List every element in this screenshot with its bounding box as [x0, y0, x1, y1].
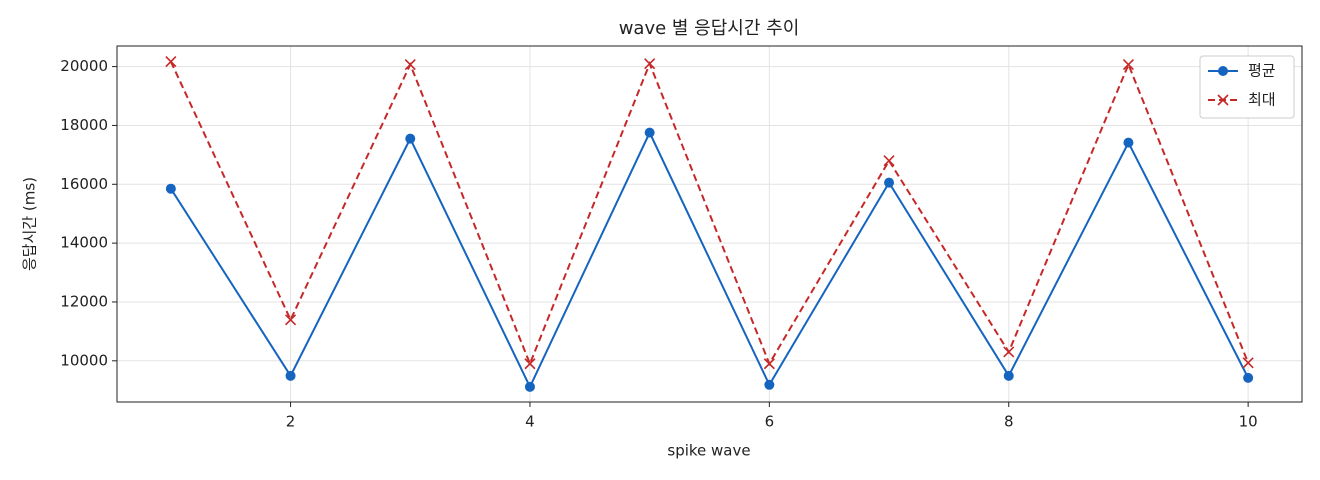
data-point [644, 58, 656, 70]
y-tick-label: 18000 [60, 116, 108, 134]
y-tick-label: 16000 [60, 175, 108, 193]
x-tick-label: 4 [525, 413, 535, 431]
x-tick-label: 8 [1004, 413, 1014, 431]
data-point [763, 358, 775, 370]
data-point [405, 133, 416, 144]
y-tick-label: 20000 [60, 57, 108, 75]
data-point [404, 58, 416, 71]
series-line [170, 130, 1250, 390]
legend-marker [1217, 94, 1229, 106]
legend-box [1199, 55, 1295, 119]
data-point [524, 381, 535, 392]
legend-label: 최대 [1248, 91, 1276, 109]
data-point [1003, 346, 1015, 358]
legend-marker [1218, 66, 1228, 76]
data-point [764, 379, 775, 390]
data-point [165, 183, 176, 194]
y-tick-label: 12000 [60, 292, 108, 310]
y-tick-label: 14000 [60, 234, 108, 252]
legend-label: 평균 [1248, 62, 1276, 80]
data-point [1003, 370, 1014, 381]
y-tick-label: 10000 [60, 351, 108, 369]
data-point [524, 358, 536, 370]
x-tick-label: 10 [1239, 413, 1258, 431]
x-tick-label: 2 [286, 413, 296, 431]
data-point [165, 56, 177, 68]
data-point [284, 314, 297, 326]
data-point [285, 370, 296, 381]
data-point [1242, 357, 1254, 369]
x-tick-label: 6 [765, 413, 775, 431]
plot-frame [116, 45, 1303, 403]
data-point [1122, 58, 1135, 71]
y-axis-label: 응답시간 (ms) [21, 177, 39, 271]
data-point [883, 155, 895, 167]
data-point [884, 177, 895, 188]
data-point [1243, 372, 1254, 383]
chart-title: wave 별 응답시간 추이 [619, 18, 800, 39]
data-point [1123, 137, 1134, 148]
series-line [169, 60, 1250, 367]
data-point [644, 127, 655, 138]
x-axis-label: spike wave [667, 442, 750, 460]
